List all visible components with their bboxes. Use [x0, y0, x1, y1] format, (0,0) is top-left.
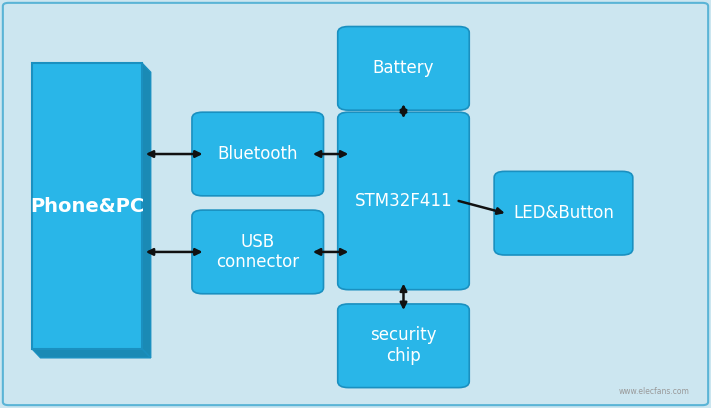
- Polygon shape: [32, 349, 151, 358]
- Text: STM32F411: STM32F411: [355, 192, 452, 210]
- Text: Phone&PC: Phone&PC: [30, 197, 144, 215]
- FancyBboxPatch shape: [494, 171, 633, 255]
- Text: Bluetooth: Bluetooth: [218, 145, 298, 163]
- Text: www.elecfans.com: www.elecfans.com: [619, 387, 690, 396]
- Text: USB
connector: USB connector: [216, 233, 299, 271]
- FancyBboxPatch shape: [32, 63, 142, 349]
- FancyBboxPatch shape: [338, 27, 469, 110]
- Text: security
chip: security chip: [370, 326, 437, 365]
- FancyBboxPatch shape: [338, 112, 469, 290]
- Polygon shape: [142, 63, 151, 358]
- FancyBboxPatch shape: [192, 112, 324, 196]
- FancyBboxPatch shape: [338, 304, 469, 388]
- Text: Battery: Battery: [373, 59, 434, 78]
- FancyBboxPatch shape: [192, 210, 324, 294]
- Text: LED&Button: LED&Button: [513, 204, 614, 222]
